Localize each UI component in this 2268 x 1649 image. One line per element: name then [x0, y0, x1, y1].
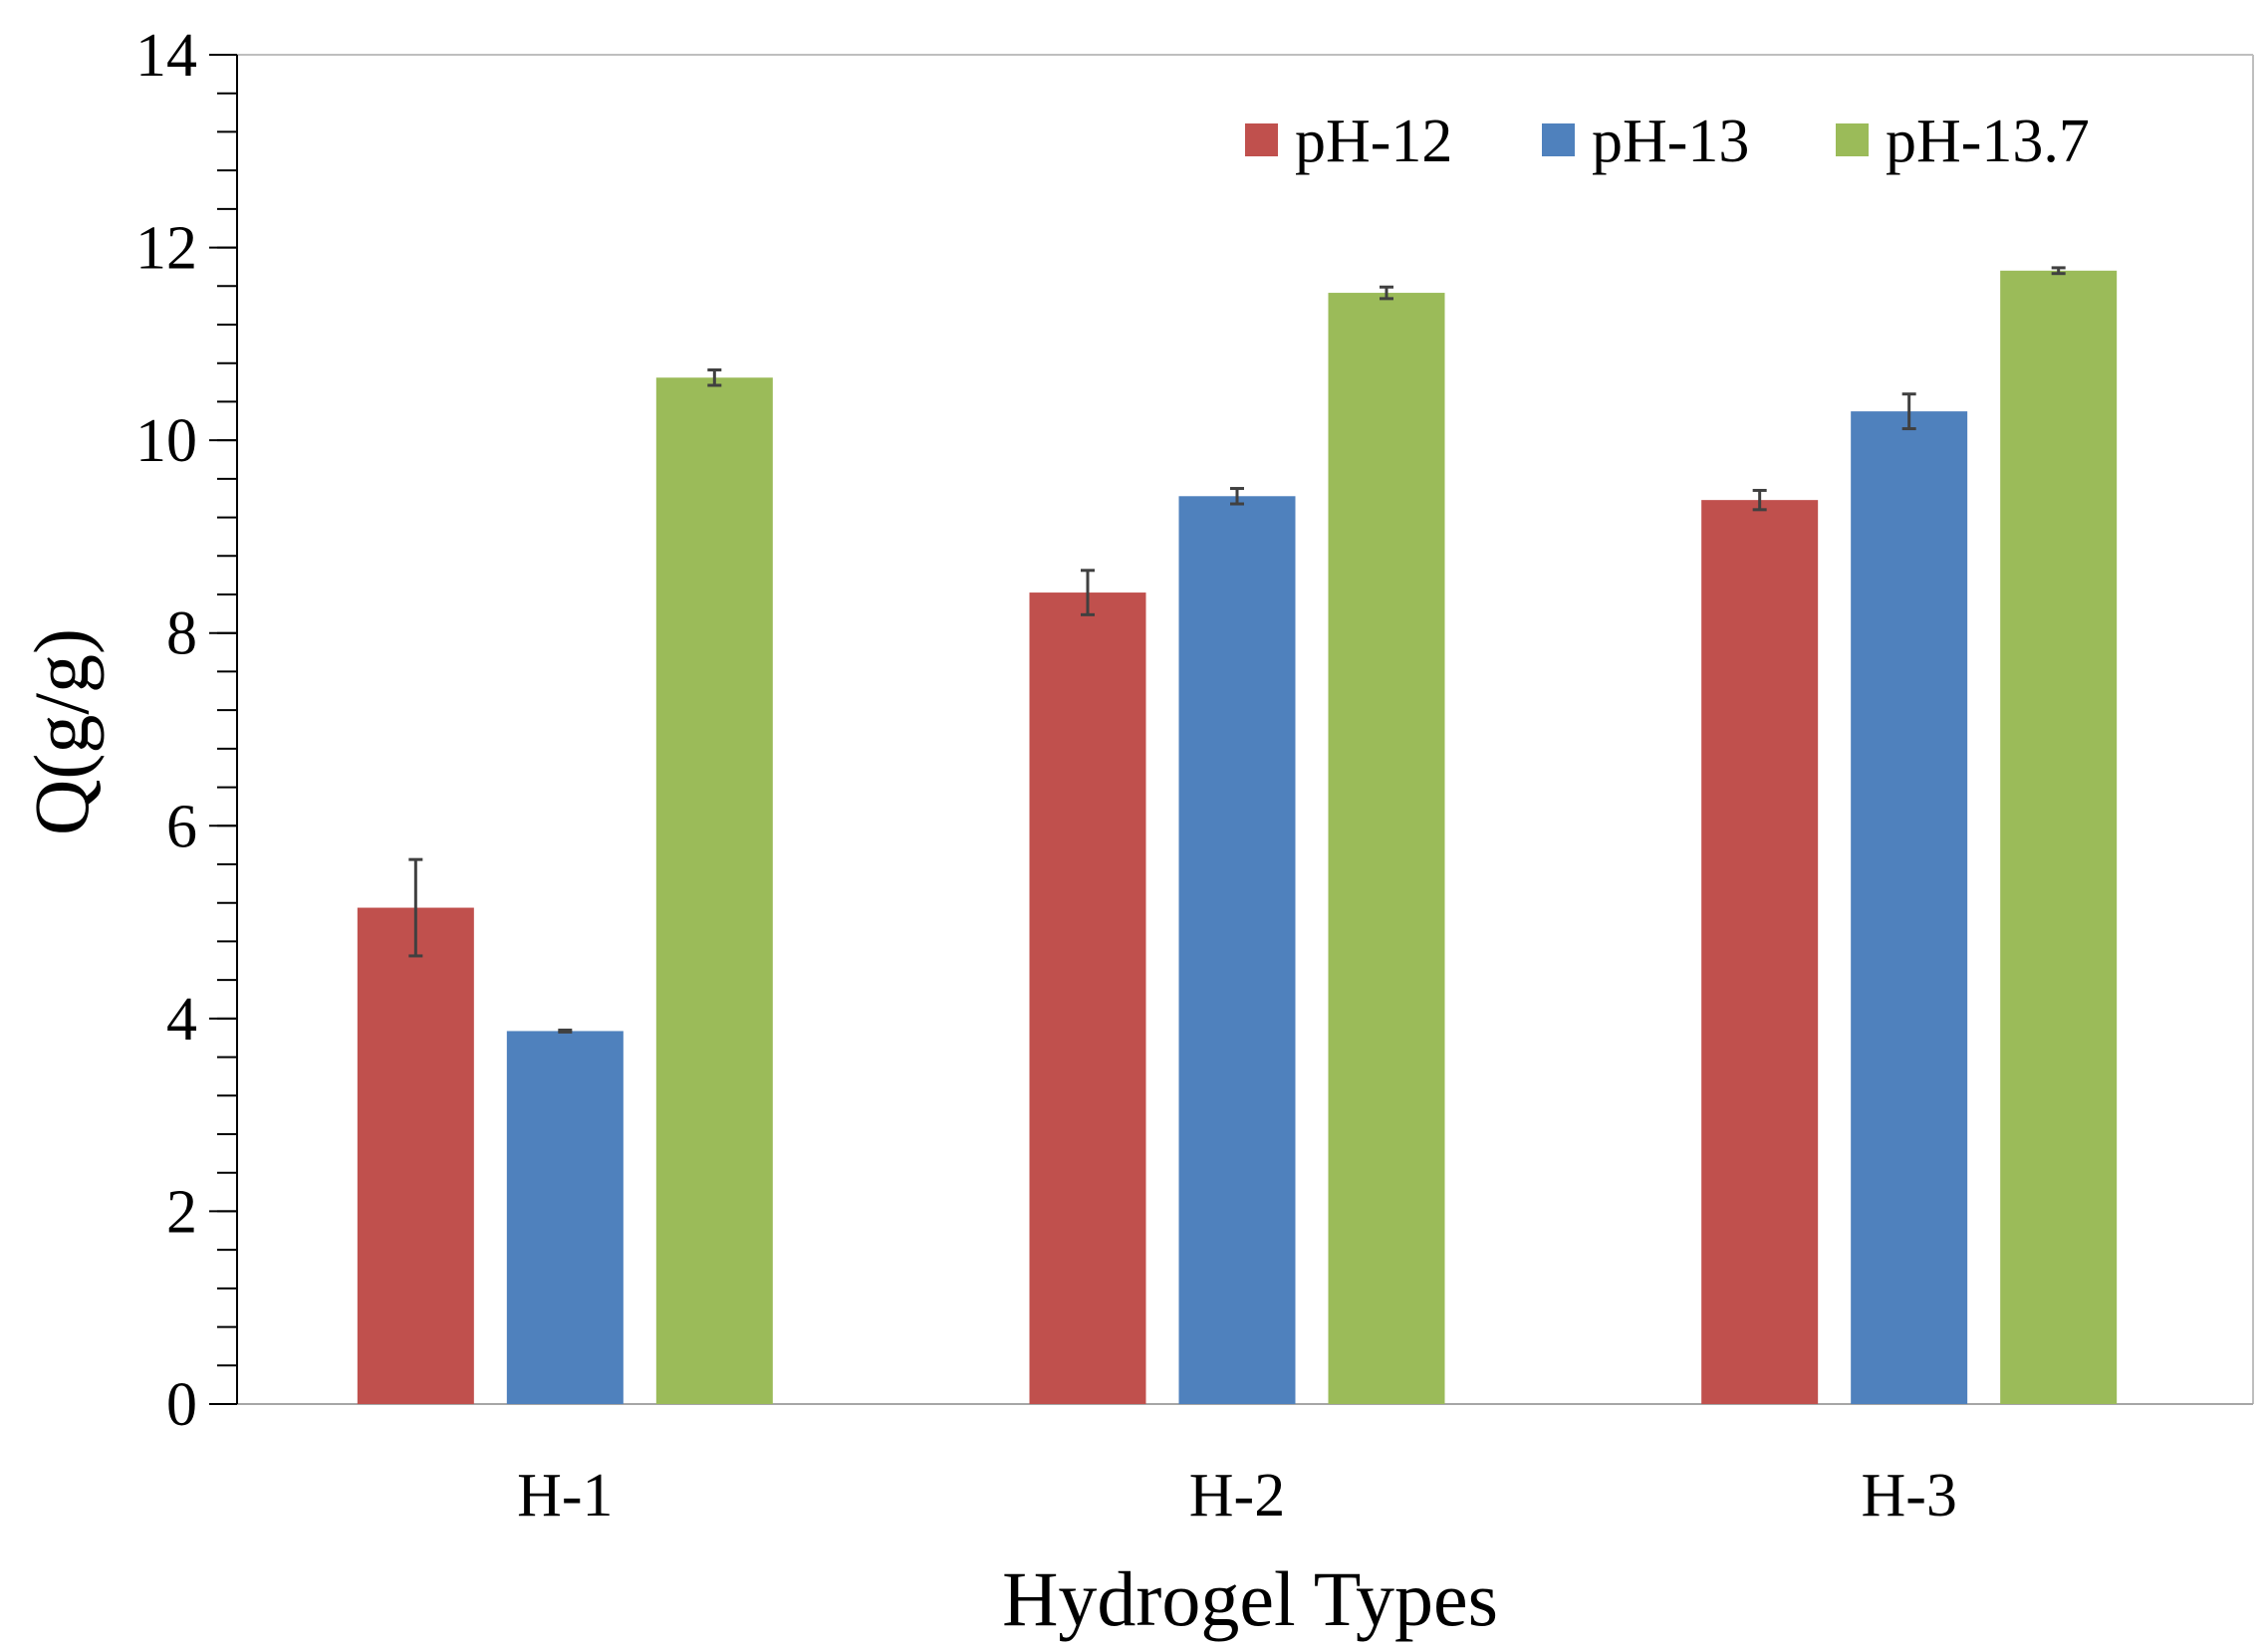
y-tick-label: 12 — [135, 215, 197, 283]
x-axis-title: Hydrogel Types — [1002, 1555, 1498, 1642]
bar-h-1-ph-12 — [357, 907, 474, 1404]
legend-label: pH-12 — [1295, 108, 1452, 175]
y-tick-label: 14 — [135, 22, 197, 90]
bar-h-2-ph-12 — [1029, 592, 1146, 1404]
y-tick-labels: 0 2 4 6 8 10 12 14 — [135, 22, 197, 1439]
y-tick-label: 4 — [166, 986, 197, 1054]
y-tick-label: 2 — [166, 1178, 197, 1246]
y-tick-label: 10 — [135, 407, 197, 475]
bar-h-2-ph-13 — [1178, 496, 1296, 1404]
legend-label: pH-13 — [1592, 108, 1749, 175]
y-tick-label: 8 — [166, 600, 197, 668]
bar-h-2-ph-13-7 — [1328, 293, 1445, 1405]
bar-h-1-ph-13-7 — [655, 377, 773, 1404]
chart-bars — [357, 270, 2118, 1405]
y-axis-title: Q(g/g) — [18, 628, 105, 835]
bar-h-3-ph-12 — [1701, 500, 1819, 1404]
bar-h-1-ph-13 — [506, 1031, 624, 1404]
bar-h-3-ph-13-7 — [2000, 270, 2118, 1404]
x-tick-label: H-1 — [517, 1462, 613, 1530]
legend-swatch — [1245, 123, 1278, 156]
legend-label: pH-13.7 — [1886, 108, 2090, 175]
y-tick-label: 0 — [166, 1371, 197, 1439]
x-tick-label: H-3 — [1861, 1462, 1956, 1530]
legend-swatch — [1836, 123, 1869, 156]
legend-swatch — [1542, 123, 1575, 156]
bar-h-3-ph-13 — [1851, 411, 1968, 1404]
chart-error-bars — [408, 266, 2066, 1034]
x-tick-labels: H-1 H-2 H-3 — [517, 1462, 1957, 1530]
legend: pH-12 pH-13 pH-13.7 — [1245, 108, 2090, 175]
y-tick-label: 6 — [166, 793, 197, 860]
x-tick-label: H-2 — [1189, 1462, 1285, 1530]
